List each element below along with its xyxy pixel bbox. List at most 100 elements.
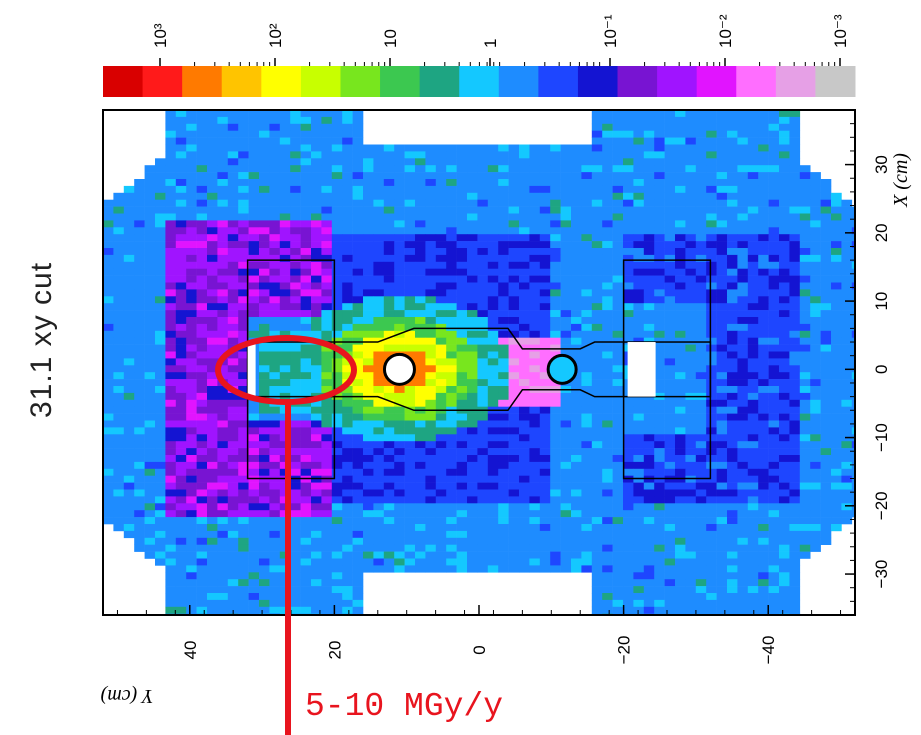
heat-cell — [602, 330, 613, 338]
heat-cell — [155, 406, 166, 414]
heat-cell — [259, 358, 270, 366]
heat-cell — [311, 213, 322, 221]
heat-cell — [851, 496, 855, 504]
heat-cell — [758, 337, 769, 345]
heat-cell — [591, 461, 603, 470]
heat-cell — [539, 296, 551, 304]
heat-cell — [134, 406, 145, 414]
heat-cell — [737, 317, 749, 325]
heat-cell — [144, 192, 156, 200]
heat-cell — [841, 358, 853, 366]
heat-cell — [373, 372, 385, 380]
beam-hole-upper — [382, 352, 416, 386]
heat-cell — [810, 317, 821, 325]
heat-cell — [799, 551, 811, 559]
heat-cell — [363, 399, 374, 407]
heat-cell — [695, 303, 707, 311]
heat-cell — [519, 317, 530, 325]
heat-cell — [758, 448, 769, 456]
heat-cell — [394, 317, 405, 325]
heat-cell — [113, 496, 125, 504]
heat-cell — [612, 144, 624, 152]
heat-cell — [560, 441, 572, 449]
heat-cell — [706, 379, 717, 387]
heat-cell — [799, 420, 811, 428]
heat-cell — [560, 537, 572, 545]
heat-cell — [664, 310, 676, 318]
heat-cell — [737, 599, 749, 608]
heat-cell — [498, 337, 509, 345]
heat-cell — [269, 565, 281, 573]
heat-cell — [643, 254, 655, 263]
heat-cell — [217, 372, 229, 380]
heat-cell — [394, 399, 405, 407]
heat-cell — [311, 586, 322, 594]
heat-cell — [134, 468, 145, 476]
heat-cell — [467, 151, 478, 159]
heat-cell — [352, 386, 364, 394]
heat-cell — [695, 593, 707, 601]
heat-cell — [571, 503, 582, 511]
heat-cell — [539, 234, 551, 242]
heat-cell — [695, 151, 707, 159]
heat-cell — [123, 386, 135, 394]
heat-cell — [654, 144, 665, 152]
heat-cell — [363, 275, 374, 283]
heat-cell — [477, 317, 489, 325]
heat-cell — [103, 310, 114, 318]
heat-cell — [269, 289, 281, 297]
heat-cell — [851, 254, 855, 263]
heat-cell — [810, 427, 821, 435]
heat-cell — [810, 468, 821, 476]
heat-cell — [810, 192, 821, 200]
heat-cell — [123, 448, 135, 456]
heat-cell — [342, 220, 353, 228]
heat-cell — [186, 593, 197, 601]
heat-cell — [560, 289, 572, 297]
heat-cell — [508, 565, 520, 573]
heat-cell — [789, 358, 801, 366]
heat-cell — [612, 199, 624, 207]
heat-cell — [217, 165, 229, 173]
heat-cell — [612, 386, 624, 394]
heat-cell — [300, 110, 312, 118]
heat-cell — [737, 586, 749, 594]
heat-cell — [155, 227, 166, 235]
heat-cell — [487, 144, 499, 152]
heat-cell — [290, 192, 301, 200]
lower-gap — [627, 342, 656, 397]
heat-cell — [311, 351, 322, 359]
heat-cell — [591, 296, 603, 304]
heat-cell — [394, 565, 405, 573]
heat-cell — [810, 448, 821, 456]
heat-cell — [321, 496, 333, 504]
heat-cell — [706, 358, 717, 366]
heat-cell — [654, 434, 665, 442]
heat-cell — [810, 337, 821, 345]
heat-cell — [831, 261, 842, 269]
heat-cell — [207, 372, 218, 380]
heat-cell — [425, 379, 437, 387]
heat-cell — [415, 475, 426, 483]
heat-cell — [602, 551, 613, 559]
heat-cell — [602, 565, 613, 573]
heat-cell — [539, 503, 551, 511]
heat-cell — [643, 551, 655, 559]
heat-cell — [841, 455, 853, 463]
heat-cell — [103, 496, 114, 504]
heat-cell — [716, 392, 728, 401]
heat-cell — [664, 110, 676, 118]
heat-cell — [706, 268, 717, 276]
heat-cell — [695, 130, 707, 138]
heat-cell — [560, 392, 572, 401]
heat-cell — [342, 344, 353, 352]
heat-cell — [311, 606, 322, 614]
heat-cell — [779, 158, 790, 166]
heat-cell — [643, 261, 655, 269]
beam-pipe-outline — [333, 327, 625, 412]
heat-cell — [467, 489, 478, 497]
heat-cell — [810, 496, 821, 504]
heat-cell — [664, 344, 676, 352]
heat-cell — [477, 558, 489, 566]
colorbar-tick-label: 10 — [381, 29, 400, 48]
